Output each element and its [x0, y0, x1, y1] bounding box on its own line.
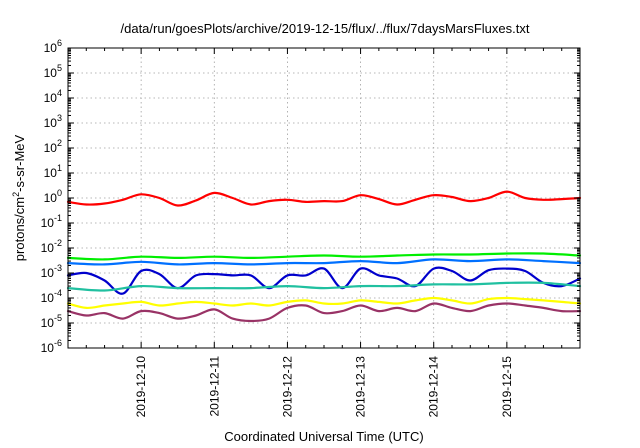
x-tick-label: 2019-12-12 — [280, 356, 294, 418]
y-tick-label: 10-6 — [41, 338, 62, 355]
x-tick-label: 2019-12-11 — [207, 356, 221, 417]
x-tick-labels: 2019-12-10 2019-12-11 2019-12-12 2019-12-13… — [134, 356, 514, 418]
series-line-3 — [66, 258, 582, 266]
x-axis-label: Coordinated Universal Time (UTC) — [224, 429, 423, 444]
y-tick-label: 100 — [44, 188, 62, 205]
y-tick-label: 10-1 — [41, 213, 62, 230]
series-line-1 — [66, 190, 582, 207]
x-tick-label: 2019-12-15 — [500, 356, 514, 418]
series-lines — [66, 190, 582, 323]
y-tick-label: 104 — [44, 88, 62, 105]
y-axis-label: protons/cm2-s-sr-MeV — [11, 134, 27, 261]
y-tick-label: 103 — [44, 113, 62, 130]
chart-title: /data/run/goesPlots/archive/2019-12-15/f… — [121, 21, 530, 36]
series-line-4 — [66, 266, 582, 295]
y-tick-label: 10-4 — [41, 288, 62, 305]
y-tick-label: 10-3 — [41, 263, 62, 280]
x-tick-label: 2019-12-13 — [354, 356, 368, 418]
y-tick-label: 101 — [44, 163, 62, 180]
y-tick-labels: 10-6 10-5 10-4 10-3 10-2 10-1 100 101 102 103 104 1… — [41, 38, 62, 355]
series-line-5 — [66, 281, 582, 292]
y-tick-label: 10-5 — [41, 313, 62, 330]
x-tick-label: 2019-12-10 — [134, 356, 148, 418]
series-line-7 — [66, 302, 582, 323]
y-tick-label: 106 — [44, 38, 62, 55]
y-tick-label: 105 — [44, 63, 62, 80]
x-tick-label: 2019-12-14 — [427, 356, 441, 418]
series-line-6 — [66, 296, 582, 310]
y-tick-label: 10-2 — [41, 238, 62, 255]
grid-lines — [68, 48, 580, 348]
y-tick-label: 102 — [44, 138, 62, 155]
plot-frame — [67, 47, 581, 349]
series-line-2 — [66, 252, 582, 261]
